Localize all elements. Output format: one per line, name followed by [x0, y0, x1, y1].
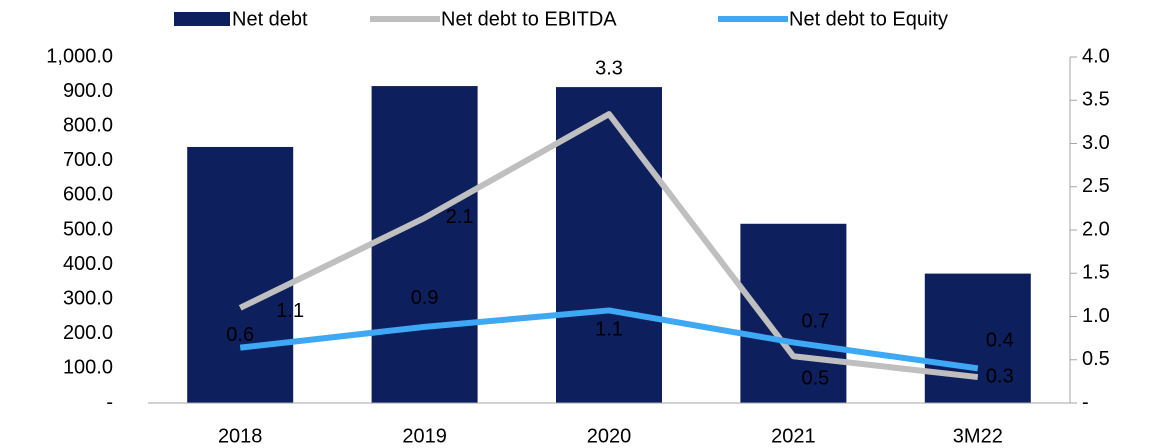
data-label: 1.1 [595, 319, 623, 341]
legend-label: Net debt [232, 8, 308, 30]
y-tick-label: 200.0 [63, 322, 113, 344]
y2-tick-label: 0.5 [1082, 348, 1110, 370]
x-tick-label: 2019 [402, 425, 447, 447]
y-tick-label: - [106, 391, 113, 413]
y-tick-label: 700.0 [63, 149, 113, 171]
y2-tick-label: 1.0 [1082, 305, 1110, 327]
data-label: 0.7 [801, 311, 829, 333]
x-tick-label: 2020 [587, 425, 632, 447]
y-tick-label: 400.0 [63, 253, 113, 275]
data-label: 0.4 [986, 330, 1014, 352]
data-label: 0.5 [801, 368, 829, 390]
y-tick-label: 1,000.0 [46, 45, 113, 67]
legend-swatch [174, 12, 230, 26]
line [239, 307, 979, 372]
data-label: 0.9 [411, 287, 439, 309]
y-tick-label: 600.0 [63, 184, 113, 206]
y2-tick-label: 4.0 [1082, 45, 1110, 67]
legend-label: Net debt to Equity [789, 8, 948, 30]
bar [924, 273, 1031, 403]
y2-tick-label: 1.5 [1082, 262, 1110, 284]
data-label: 0.3 [986, 365, 1014, 387]
y-tick-label: 300.0 [63, 287, 113, 309]
y-tick-label: 800.0 [63, 114, 113, 136]
x-tick-label: 2018 [218, 425, 263, 447]
y2-tick-label: 3.5 [1082, 89, 1110, 111]
y-tick-label: 500.0 [63, 218, 113, 240]
y2-tick-label: 2.0 [1082, 218, 1110, 240]
data-label: 3.3 [595, 57, 623, 79]
y2-tick-label: 2.5 [1082, 175, 1110, 197]
bar [556, 87, 662, 404]
legend-label: Net debt to EBITDA [441, 8, 617, 30]
data-label: 0.6 [226, 324, 254, 346]
data-label: 2.1 [446, 206, 474, 228]
bar [187, 146, 294, 403]
data-label: 1.1 [276, 300, 304, 322]
bar [740, 223, 847, 403]
bar [371, 86, 478, 404]
y2-tick-label: 3.0 [1082, 132, 1110, 154]
y2-tick-label: - [1082, 391, 1089, 413]
y-tick-label: 900.0 [63, 80, 113, 102]
line [238, 111, 979, 381]
y-tick-label: 100.0 [63, 357, 113, 379]
x-tick-label: 2021 [771, 425, 816, 447]
x-tick-label: 3M22 [953, 425, 1003, 447]
